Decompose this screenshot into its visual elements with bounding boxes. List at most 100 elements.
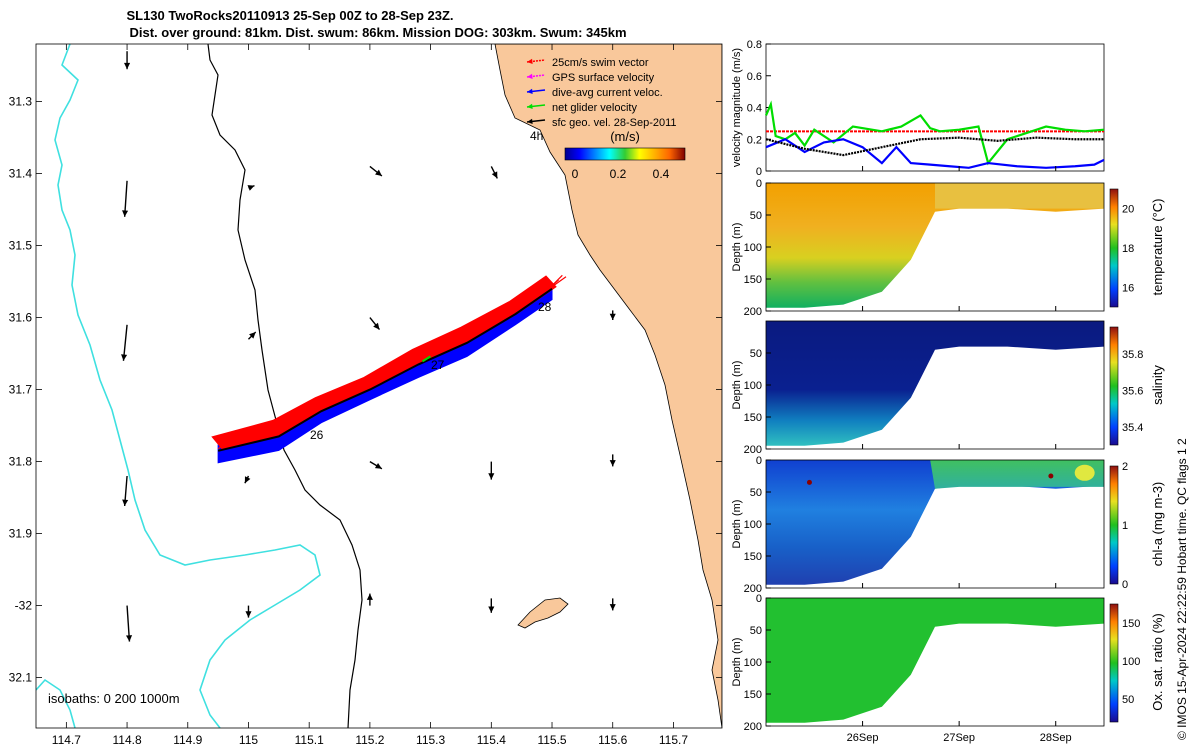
section-colorbar-label: Ox. sat. ratio (%): [1150, 613, 1165, 711]
swim-vector: [455, 331, 471, 347]
map-xtick-label: 114.8: [112, 733, 141, 747]
swim-vector: [322, 394, 338, 409]
chl-bloom-patch: [1074, 464, 1095, 481]
velocity-panel: 0 0.2 0.4 0.6 0.8 velocity magnitude (m/s): [731, 39, 1105, 178]
section-colorbar-tick: 35.8: [1122, 349, 1143, 361]
velocity-ylabel: velocity magnitude (m/s): [731, 48, 743, 167]
swim-vector: [266, 422, 282, 438]
legend-arrowhead: [527, 118, 533, 124]
swim-vector: [296, 409, 312, 425]
day-label-28: 28: [538, 300, 552, 314]
swim-vector: [435, 342, 451, 356]
map-ytick-label: 32.1: [9, 671, 33, 685]
section-ylabel: Depth (m): [731, 223, 743, 272]
section-ytick-label: 150: [744, 551, 762, 563]
speed-colorbar: [564, 147, 686, 161]
swim-vector: [309, 401, 325, 417]
swim-vector: [242, 430, 258, 444]
section-ytick-label: 200: [744, 306, 762, 318]
section-ytick-label: 50: [750, 625, 762, 637]
map-axes: 114.7 114.8 114.9 115 115.1 115.2 115.3 115.4 11…: [9, 44, 722, 747]
section-colorbar-label: salinity: [1150, 365, 1165, 405]
swim-vector: [273, 425, 288, 437]
velocity-ytick-label: 0.6: [747, 71, 762, 83]
swim-vector: [346, 385, 362, 399]
legend-label: GPS surface velocity: [552, 72, 655, 84]
swim-vector: [236, 433, 251, 445]
map-xtick-label: 115: [239, 733, 258, 747]
section-colorbar-tick: 16: [1122, 282, 1134, 294]
section-field: [766, 598, 1104, 723]
geo-vector-head: [249, 332, 256, 339]
geo-vector-head: [245, 611, 252, 618]
section-ytick-label: 200: [744, 721, 762, 733]
geo-vector-head: [609, 460, 616, 467]
swim-vector: [283, 417, 299, 432]
geo-vector-head: [366, 593, 373, 600]
section-colorbar-tick: 35.6: [1122, 386, 1143, 398]
map-legend: 25cm/s swim vector GPS surface velocity di…: [526, 57, 677, 129]
map-xtick-label: 114.9: [173, 733, 202, 747]
section-xtick-label: 27Sep: [943, 732, 975, 744]
swim-vector: [337, 387, 352, 403]
section-ytick-label: 150: [744, 274, 762, 286]
map-ytick-label: 31.4: [9, 167, 33, 181]
map-ytick-label: 31.9: [9, 527, 33, 541]
swim-vector: [260, 426, 276, 440]
velocity-series-line: [765, 138, 1105, 169]
legend-arrowhead: [527, 103, 533, 109]
swim-vector: [248, 427, 264, 442]
legend-label: net glider velocity: [552, 102, 637, 114]
map-ytick-label: 31.5: [9, 239, 33, 253]
isobath-1000m: [54, 44, 321, 728]
swim-vector: [440, 337, 456, 353]
temp-surface-layer: [935, 183, 1104, 209]
chl-high-spot: [1048, 473, 1054, 479]
day-label-4h: 4h: [530, 129, 543, 143]
geo-vector-head: [126, 635, 133, 642]
section-colorbar-tick: 150: [1122, 618, 1140, 630]
swim-vector: [514, 297, 530, 313]
velocity-ytick-label: 0.4: [747, 103, 762, 115]
section-ylabel: Depth (m): [731, 361, 743, 410]
glider-track: [217, 287, 553, 452]
section-field: [766, 183, 1104, 308]
legend-label: dive-avg current veloc.: [552, 87, 663, 99]
swim-vector: [536, 282, 552, 298]
swim-vector: [499, 306, 515, 322]
map-xtick-label: 115.1: [295, 733, 324, 747]
section-ytick-label: 200: [744, 583, 762, 595]
geo-vector-head: [373, 322, 380, 330]
section-ylabel: Depth (m): [731, 638, 743, 687]
map-ytick-label: -32: [15, 599, 33, 613]
section-ytick-label: 0: [756, 593, 762, 605]
day-label-27: 27: [431, 358, 445, 372]
legend-arrowhead: [527, 73, 533, 79]
section-ytick-label: 50: [750, 210, 762, 222]
section-colorbar-tick: 50: [1122, 694, 1134, 706]
swim-vector: [361, 378, 377, 392]
geo-vector-head: [122, 499, 129, 506]
isobaths-label: isobaths: 0 200 1000m: [48, 691, 180, 706]
section-ytick-label: 0: [756, 178, 762, 190]
swim-vector: [351, 381, 367, 396]
chl-high-spot: [806, 479, 812, 485]
swim-vector: [396, 359, 412, 375]
velocity-plot-area: [765, 43, 1105, 172]
map-ytick-label: 31.7: [9, 383, 33, 397]
legend-label: sfc geo. vel. 28-Sep-2011: [552, 117, 677, 129]
section-ytick-label: 150: [744, 412, 762, 424]
swim-vector: [217, 438, 233, 450]
geo-vector-head: [124, 62, 131, 70]
map-ytick-label: 31.3: [9, 95, 33, 109]
map-frame: [35, 43, 723, 729]
swim-vector: [223, 434, 239, 448]
section-ytick-label: 50: [750, 487, 762, 499]
map-xtick-label: 115.7: [659, 733, 688, 747]
net-velocity-mark: [421, 355, 431, 363]
footer-credit: © IMOS 15-Apr-2024 22:22:59 Hobart time.…: [1175, 438, 1189, 740]
geo-vector-head: [609, 604, 616, 611]
velocity-ytick-label: 0: [756, 166, 762, 178]
swim-vector: [366, 374, 382, 390]
